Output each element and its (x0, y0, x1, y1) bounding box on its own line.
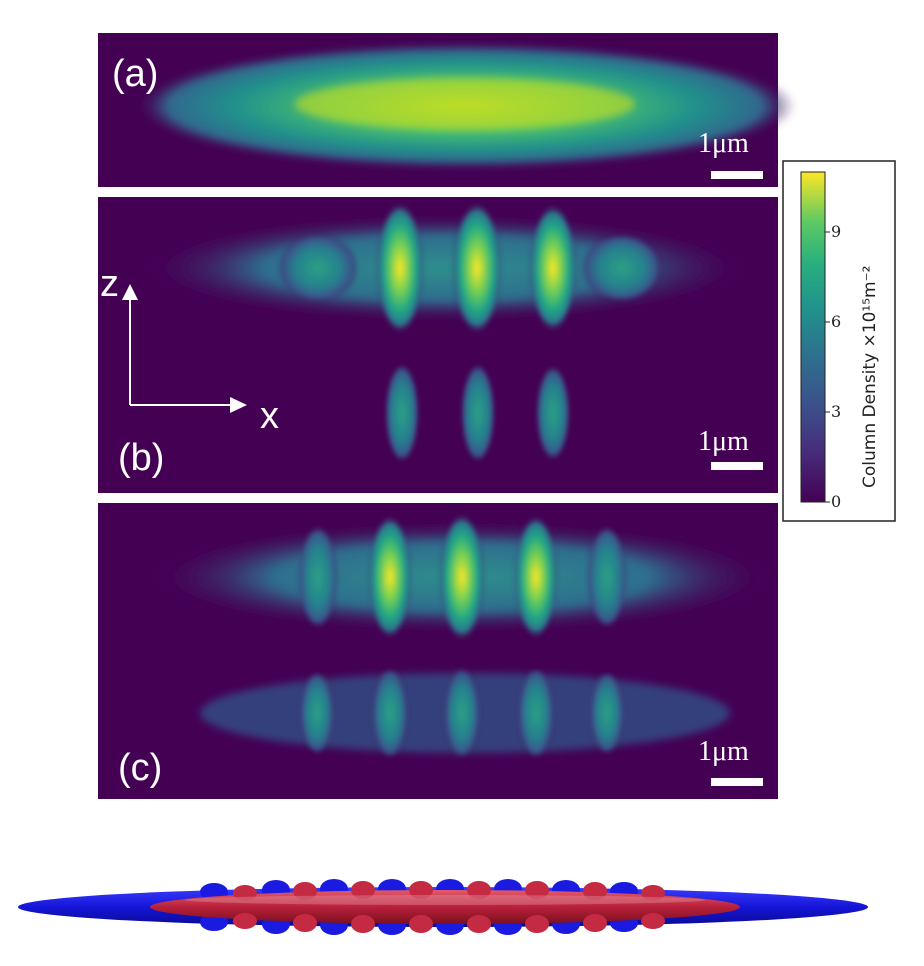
panel-c-lower-fringe-1 (300, 671, 334, 755)
panel-a: (a) 1μm (98, 33, 795, 187)
panel-a-scale-label: 1μm (698, 128, 749, 159)
z-axis-label: z (100, 263, 119, 305)
colorbar-tick-3: 3 (831, 402, 841, 421)
panel-c-label: (c) (118, 747, 162, 789)
axes-indicator: z x (100, 263, 279, 437)
panel-b-scale-bar (711, 462, 763, 470)
panel-c-scale-label: 1μm (698, 736, 749, 767)
render-red-highlight (185, 895, 705, 905)
panel-c: (c) 1μm (98, 503, 778, 799)
panel-c-scale-bar (711, 778, 763, 786)
panel-c-upper-fringe-5 (587, 525, 627, 629)
colorbar-tick-6: 6 (831, 312, 841, 331)
panel-b-lower-fringe-1 (385, 363, 419, 463)
panel-c-upper-fringe-2 (368, 515, 412, 639)
panel-b-upper-fringe-3 (529, 204, 577, 332)
condensate-3d-render (18, 879, 868, 935)
panel-c-upper-fringe-1 (298, 525, 338, 629)
colorbar: 0 3 6 9 Column Density ×10¹⁵m⁻² (782, 160, 896, 522)
colorbar-ticks: 0 3 6 9 (825, 222, 841, 511)
colorbar-tick-9: 9 (831, 222, 841, 241)
panel-b-label: (b) (118, 437, 164, 479)
panel-b-lower-fringe-3 (536, 365, 570, 461)
x-axis-label: x (260, 395, 279, 437)
panel-b: z x (b) 1μm (98, 197, 778, 493)
panel-b-scale-label: 1μm (698, 426, 749, 457)
render-red-lobes (233, 881, 665, 933)
panel-b-upper-fringe-2 (452, 202, 502, 334)
panel-a-label: (a) (112, 53, 158, 95)
colorbar-gradient (800, 171, 826, 503)
colorbar-tick-0: 0 (831, 492, 841, 511)
panel-b-upper-cloud (140, 214, 750, 322)
panel-b-lower-fringe-2 (461, 363, 495, 463)
panel-c-lower-fringe-2 (372, 667, 408, 759)
panel-a-core (295, 78, 635, 130)
panel-c-lower-fringe-3 (444, 667, 480, 759)
colorbar-label: Column Density ×10¹⁵m⁻² (860, 266, 880, 488)
panel-b-upper-side-right (582, 234, 662, 302)
panel-c-lower-fringe-4 (518, 667, 554, 759)
panel-b-upper-side-left (278, 234, 358, 302)
panel-a-scale-bar (711, 171, 763, 179)
panel-b-upper-fringe-1 (376, 202, 424, 334)
panel-c-lower-fringe-5 (590, 671, 624, 755)
panel-c-upper-fringe-4 (514, 515, 558, 639)
panel-c-upper-fringe-3 (439, 513, 485, 641)
